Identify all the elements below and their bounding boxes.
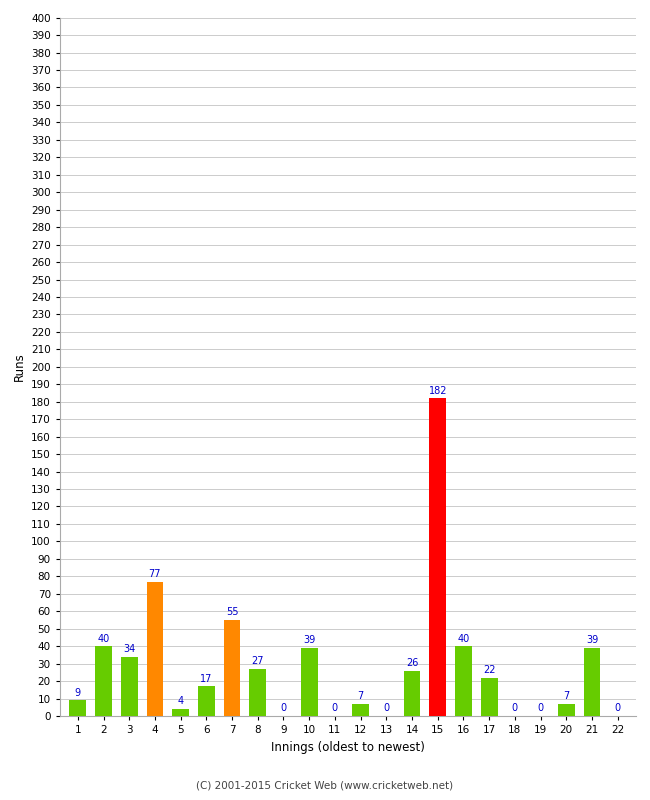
Text: 0: 0 [384, 703, 389, 714]
Text: 22: 22 [483, 665, 495, 675]
Text: 0: 0 [332, 703, 338, 714]
Text: 0: 0 [512, 703, 518, 714]
Bar [70, 700, 86, 716]
Bar [558, 704, 575, 716]
Y-axis label: Runs: Runs [12, 353, 25, 381]
Bar [250, 669, 266, 716]
Bar [121, 657, 138, 716]
Text: 55: 55 [226, 607, 239, 618]
Text: 26: 26 [406, 658, 418, 668]
Text: 40: 40 [458, 634, 469, 643]
Bar [224, 620, 240, 716]
Text: 4: 4 [177, 696, 184, 706]
Text: 0: 0 [538, 703, 543, 714]
Text: 34: 34 [123, 644, 135, 654]
Bar [352, 704, 369, 716]
Bar [172, 709, 189, 716]
Bar [301, 648, 318, 716]
Text: 17: 17 [200, 674, 213, 684]
Text: 0: 0 [280, 703, 287, 714]
Bar [146, 582, 163, 716]
Bar [481, 678, 497, 716]
Bar [430, 398, 446, 716]
Text: 40: 40 [98, 634, 110, 643]
Text: 77: 77 [149, 569, 161, 579]
Text: 7: 7 [358, 691, 364, 701]
Text: 39: 39 [586, 635, 598, 646]
X-axis label: Innings (oldest to newest): Innings (oldest to newest) [271, 741, 424, 754]
Bar [584, 648, 601, 716]
Text: 9: 9 [75, 688, 81, 698]
Bar [198, 686, 214, 716]
Text: 182: 182 [428, 386, 447, 396]
Text: 0: 0 [615, 703, 621, 714]
Bar [404, 670, 421, 716]
Bar [455, 646, 472, 716]
Text: (C) 2001-2015 Cricket Web (www.cricketweb.net): (C) 2001-2015 Cricket Web (www.cricketwe… [196, 781, 454, 790]
Text: 39: 39 [303, 635, 315, 646]
Text: 27: 27 [252, 656, 264, 666]
Bar [95, 646, 112, 716]
Text: 7: 7 [563, 691, 569, 701]
